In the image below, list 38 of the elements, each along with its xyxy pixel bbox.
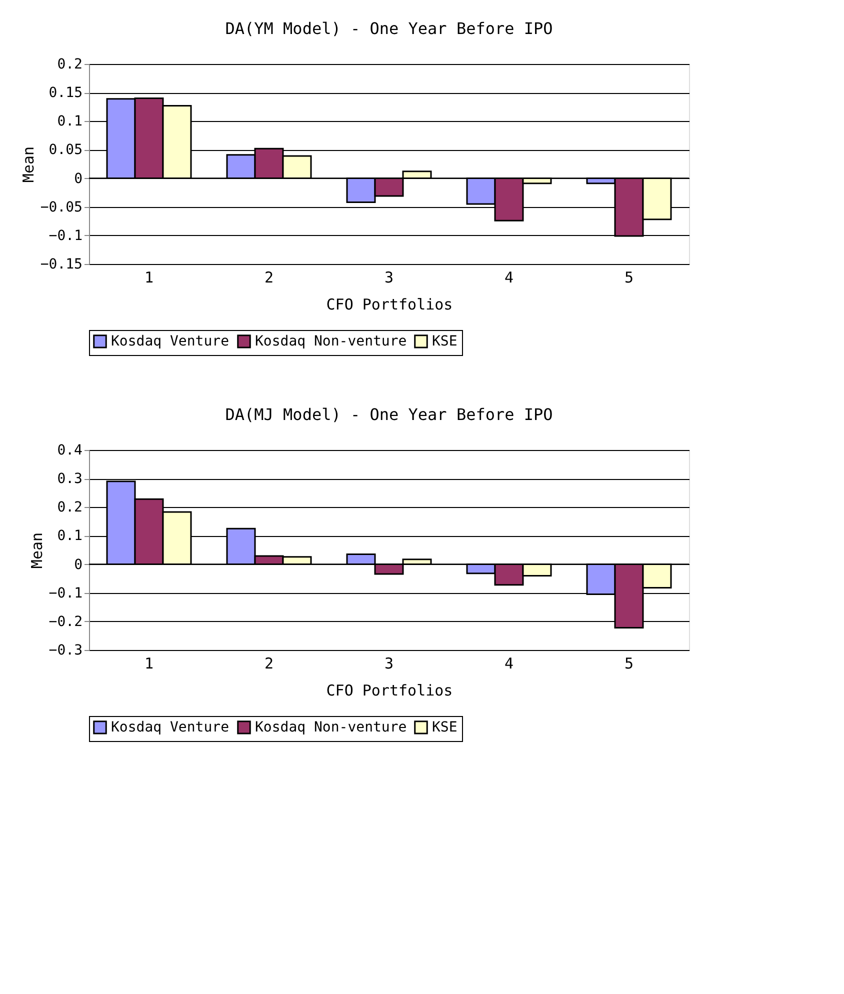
x-tick-label: 2 <box>264 654 274 672</box>
x-tick-label: 5 <box>624 268 634 286</box>
x-tick-label: 1 <box>144 268 154 286</box>
y-tick-label: 0 <box>74 556 82 573</box>
y-tick-label: −0.05 <box>40 199 82 216</box>
legend-label: KSE <box>432 719 458 736</box>
y-tick-label: 0.1 <box>57 528 82 544</box>
x-tick-label: 3 <box>384 268 394 286</box>
y-tick-label: 0.05 <box>48 142 82 158</box>
y-tick-label: 0.3 <box>57 471 82 488</box>
x-tick-label: 2 <box>264 268 274 286</box>
x-tick-label: 3 <box>384 654 394 672</box>
y-tick-label: 0.1 <box>57 114 82 130</box>
x-tick-label: 4 <box>504 654 514 672</box>
chart-title: DA(YM Model) - One Year Before IPO <box>225 19 553 38</box>
x-tick-label: 1 <box>144 654 154 672</box>
y-tick-label: −0.15 <box>40 256 82 272</box>
legend-label: Kosdaq Non-venture <box>255 333 407 350</box>
y-tick-label: 0.2 <box>57 56 82 72</box>
legend-label: Kosdaq Venture <box>111 333 230 350</box>
chart-title: DA(MJ Model) - One Year Before IPO <box>225 405 553 424</box>
x-tick-label: 4 <box>504 268 514 286</box>
y-tick-label: −0.1 <box>48 228 82 244</box>
y-axis-title: Mean <box>28 532 46 569</box>
y-axis-title: Mean <box>19 146 38 183</box>
legend-label: Kosdaq Non-venture <box>255 719 407 736</box>
legend-label: Kosdaq Venture <box>111 719 230 736</box>
y-tick-label: 0.15 <box>48 85 82 102</box>
y-tick-label: 0.2 <box>57 500 82 516</box>
legend-label: KSE <box>432 333 458 350</box>
x-axis-title: CFO Portfolios <box>326 296 453 314</box>
x-tick-label: 5 <box>624 654 634 672</box>
y-tick-label: −0.1 <box>48 585 82 602</box>
x-axis-title: CFO Portfolios <box>326 682 453 700</box>
y-tick-label: 0 <box>74 170 82 187</box>
y-tick-label: −0.3 <box>48 642 82 658</box>
y-tick-label: 0.4 <box>57 442 82 458</box>
y-tick-label: −0.2 <box>48 614 82 630</box>
